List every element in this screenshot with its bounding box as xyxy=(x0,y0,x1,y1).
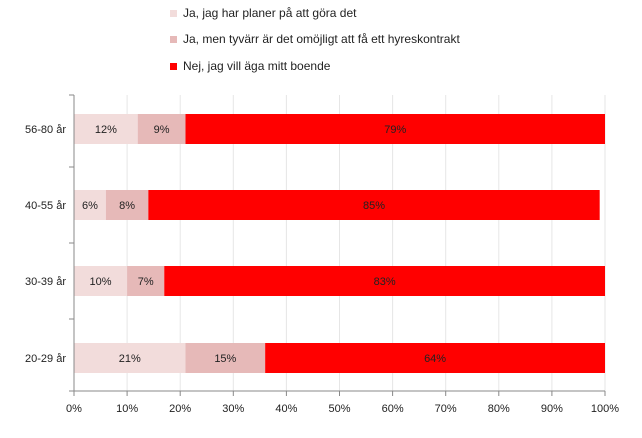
legend-item: Ja, jag har planer på att göra det xyxy=(170,6,356,20)
category-label: 40-55 år xyxy=(25,200,66,212)
x-tick-label: 50% xyxy=(328,403,350,415)
x-tick-label: 10% xyxy=(116,403,138,415)
x-tick-label: 80% xyxy=(488,403,510,415)
legend-label-impossible: Ja, men tyvärr är det omöjligt att få et… xyxy=(183,32,460,46)
bar-segment xyxy=(265,343,605,373)
data-label: 10% xyxy=(90,276,112,288)
legend-label-own: Nej, jag vill äga mitt boende xyxy=(183,59,331,73)
legend-swatch-impossible xyxy=(170,35,177,43)
x-tick-label: 90% xyxy=(541,403,563,415)
x-tick-label: 0% xyxy=(66,403,82,415)
bar-segment xyxy=(164,266,605,296)
category-label: 20-29 år xyxy=(25,353,66,365)
data-label: 21% xyxy=(119,353,141,365)
bar-segment xyxy=(185,114,605,144)
data-label: 7% xyxy=(138,276,154,288)
data-label: 12% xyxy=(95,124,117,136)
legend-item: Ja, men tyvärr är det omöjligt att få et… xyxy=(170,32,460,46)
data-label: 83% xyxy=(374,276,396,288)
data-label: 85% xyxy=(363,200,385,212)
bar-segment xyxy=(74,343,186,373)
data-label: 64% xyxy=(424,353,446,365)
bar-segment xyxy=(127,266,165,296)
bar-segment xyxy=(74,266,128,296)
data-label: 9% xyxy=(154,124,170,136)
bar-segment xyxy=(74,190,106,220)
category-label: 56-80 år xyxy=(25,124,66,136)
bar-segment xyxy=(74,114,138,144)
x-tick-label: 20% xyxy=(169,403,191,415)
x-tick-label: 100% xyxy=(591,403,619,415)
x-tick-label: 70% xyxy=(435,403,457,415)
bar-segment xyxy=(137,114,186,144)
data-label: 15% xyxy=(214,353,236,365)
bar-segment xyxy=(105,190,149,220)
bar-segment xyxy=(185,343,266,373)
category-label: 30-39 år xyxy=(25,276,66,288)
x-tick-label: 60% xyxy=(382,403,404,415)
data-label: 6% xyxy=(82,200,98,212)
legend-swatch-plans xyxy=(170,9,177,17)
legend-item: Nej, jag vill äga mitt boende xyxy=(170,59,330,73)
legend-swatch-own xyxy=(170,62,177,70)
x-tick-label: 30% xyxy=(222,403,244,415)
data-label: 79% xyxy=(384,124,406,136)
legend-label-plans: Ja, jag har planer på att göra det xyxy=(183,6,357,20)
data-label: 8% xyxy=(119,200,135,212)
bar-segment xyxy=(148,190,600,220)
x-tick-label: 40% xyxy=(275,403,297,415)
